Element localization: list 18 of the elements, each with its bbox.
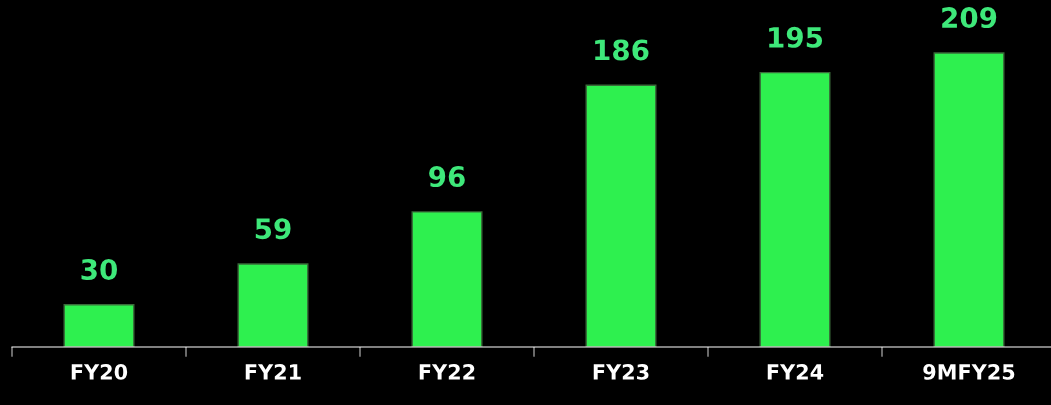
- bar: [63, 304, 135, 347]
- data-label: 209: [942, 7, 997, 29]
- data-label: 96: [429, 166, 465, 188]
- bar: [411, 211, 483, 347]
- data-label: 30: [81, 258, 117, 280]
- x-tick-label: 9MFY25: [923, 364, 1015, 380]
- bar: [585, 84, 657, 347]
- data-label: 59: [255, 218, 291, 240]
- x-tick-label: FY21: [245, 364, 301, 380]
- bar: [237, 263, 309, 347]
- x-tick-label: FY23: [593, 364, 649, 380]
- bar: [933, 52, 1005, 347]
- x-tick-label: FY24: [767, 364, 824, 380]
- x-tick-label: FY22: [419, 364, 475, 380]
- bar: [759, 71, 831, 347]
- data-label: 186: [595, 39, 649, 61]
- x-tick-label: FY20: [71, 364, 128, 380]
- data-label: 195: [769, 26, 823, 48]
